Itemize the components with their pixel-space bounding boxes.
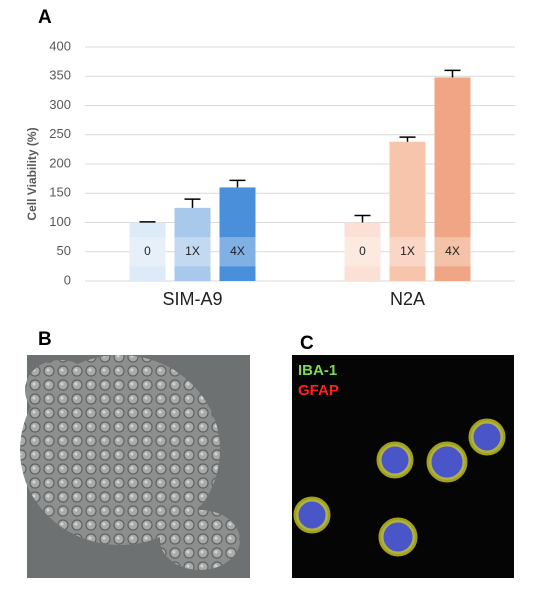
error-bar <box>444 69 461 78</box>
bar-label-box <box>389 237 426 267</box>
x-tick-label: N2A <box>390 289 425 309</box>
bar <box>389 141 426 281</box>
stain-label: GFAP <box>298 382 339 399</box>
y-tick-label: 400 <box>49 38 71 53</box>
bar-label: 1X <box>400 244 415 258</box>
bar <box>434 77 471 281</box>
bar-label: 0 <box>144 244 151 258</box>
bar <box>219 187 256 281</box>
bar-label: 4X <box>230 244 245 258</box>
y-tick-label: 150 <box>49 185 71 200</box>
bar-label: 4X <box>445 244 460 258</box>
y-tick-label: 100 <box>49 214 71 229</box>
error-bar <box>139 221 156 223</box>
bar <box>344 222 381 281</box>
y-tick-label: 200 <box>49 155 71 170</box>
y-tick-label: 350 <box>49 68 71 83</box>
y-axis-label: Cell Viability (%) <box>25 127 39 220</box>
bar-label-box <box>344 237 381 267</box>
error-bar <box>354 214 371 223</box>
brightfield-image <box>20 355 250 578</box>
panel-label: A <box>38 7 52 28</box>
y-tick-label: 50 <box>57 243 71 258</box>
error-bar <box>399 136 416 142</box>
bar-label: 0 <box>359 244 366 258</box>
y-tick-label: 300 <box>49 97 71 112</box>
bar <box>174 207 211 281</box>
panel-label: C <box>300 333 314 354</box>
fluorescence-image <box>292 355 514 578</box>
bar-label: 1X <box>185 244 200 258</box>
bar-label-box <box>129 237 166 267</box>
y-tick-label: 250 <box>49 126 71 141</box>
stain-label: IBA-1 <box>298 362 337 379</box>
error-bar <box>184 198 201 208</box>
bar-label-box <box>434 237 471 267</box>
error-bar <box>229 179 246 188</box>
x-tick-label: SIM-A9 <box>162 289 222 309</box>
panel-label: B <box>38 329 52 350</box>
bar <box>129 222 166 281</box>
bar-label-box <box>174 237 211 267</box>
bar-label-box <box>219 237 256 267</box>
y-tick-label: 0 <box>64 272 71 287</box>
